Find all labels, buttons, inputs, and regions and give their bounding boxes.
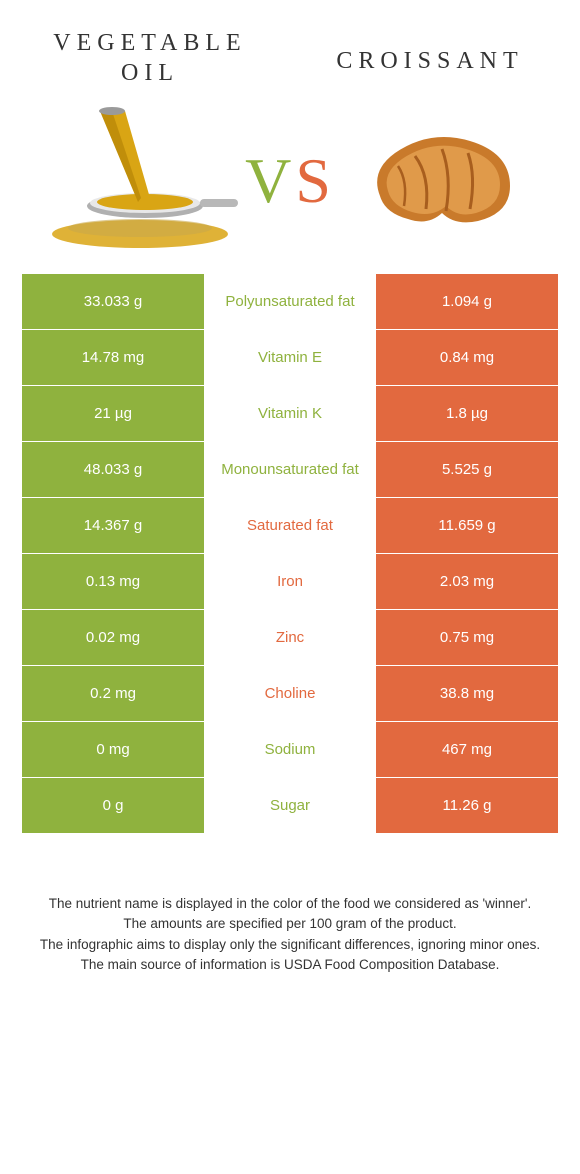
- footer-line: The nutrient name is displayed in the co…: [30, 894, 550, 914]
- header: VEGETABLE OIL CROISSANT: [0, 0, 580, 98]
- table-row: 33.033 gPolyunsaturated fat1.094 g: [22, 274, 558, 330]
- left-value: 14.367 g: [22, 498, 204, 554]
- table-row: 0 mgSodium467 mg: [22, 722, 558, 778]
- title-right: CROISSANT: [330, 28, 530, 76]
- table-row: 0 gSugar11.26 g: [22, 778, 558, 834]
- table-row: 14.367 gSaturated fat11.659 g: [22, 498, 558, 554]
- croissant-image: [340, 106, 540, 256]
- right-value: 0.75 mg: [376, 610, 558, 666]
- right-value: 5.525 g: [376, 442, 558, 498]
- nutrient-label: Sodium: [204, 722, 376, 778]
- left-value: 0.2 mg: [22, 666, 204, 722]
- right-value: 38.8 mg: [376, 666, 558, 722]
- nutrient-label: Iron: [204, 554, 376, 610]
- left-value: 21 µg: [22, 386, 204, 442]
- right-value: 11.26 g: [376, 778, 558, 834]
- left-value: 14.78 mg: [22, 330, 204, 386]
- nutrient-label: Vitamin E: [204, 330, 376, 386]
- footer-line: The amounts are specified per 100 gram o…: [30, 914, 550, 934]
- left-value: 0 g: [22, 778, 204, 834]
- left-value: 0 mg: [22, 722, 204, 778]
- nutrient-label: Saturated fat: [204, 498, 376, 554]
- nutrient-label: Vitamin K: [204, 386, 376, 442]
- nutrient-table: 33.033 gPolyunsaturated fat1.094 g14.78 …: [22, 274, 558, 834]
- left-value: 0.02 mg: [22, 610, 204, 666]
- footer-line: The infographic aims to display only the…: [30, 935, 550, 955]
- table-row: 0.2 mgCholine38.8 mg: [22, 666, 558, 722]
- table-row: 14.78 mgVitamin E0.84 mg: [22, 330, 558, 386]
- table-row: 0.13 mgIron2.03 mg: [22, 554, 558, 610]
- nutrient-label: Polyunsaturated fat: [204, 274, 376, 330]
- table-row: 48.033 gMonounsaturated fat5.525 g: [22, 442, 558, 498]
- vegetable-oil-image: [40, 106, 240, 256]
- nutrient-label: Monounsaturated fat: [204, 442, 376, 498]
- left-value: 33.033 g: [22, 274, 204, 330]
- right-value: 1.8 µg: [376, 386, 558, 442]
- table-row: 21 µgVitamin K1.8 µg: [22, 386, 558, 442]
- footer-notes: The nutrient name is displayed in the co…: [30, 894, 550, 975]
- nutrient-label: Sugar: [204, 778, 376, 834]
- images-row: VS: [0, 98, 580, 274]
- right-value: 0.84 mg: [376, 330, 558, 386]
- right-value: 1.094 g: [376, 274, 558, 330]
- vs-v: V: [245, 145, 295, 216]
- right-value: 467 mg: [376, 722, 558, 778]
- footer-line: The main source of information is USDA F…: [30, 955, 550, 975]
- left-value: 0.13 mg: [22, 554, 204, 610]
- nutrient-label: Zinc: [204, 610, 376, 666]
- right-value: 2.03 mg: [376, 554, 558, 610]
- right-value: 11.659 g: [376, 498, 558, 554]
- nutrient-label: Choline: [204, 666, 376, 722]
- vs-s: S: [295, 145, 335, 216]
- table-row: 0.02 mgZinc0.75 mg: [22, 610, 558, 666]
- left-value: 48.033 g: [22, 442, 204, 498]
- vs-label: VS: [245, 144, 335, 218]
- title-left: VEGETABLE OIL: [50, 28, 250, 88]
